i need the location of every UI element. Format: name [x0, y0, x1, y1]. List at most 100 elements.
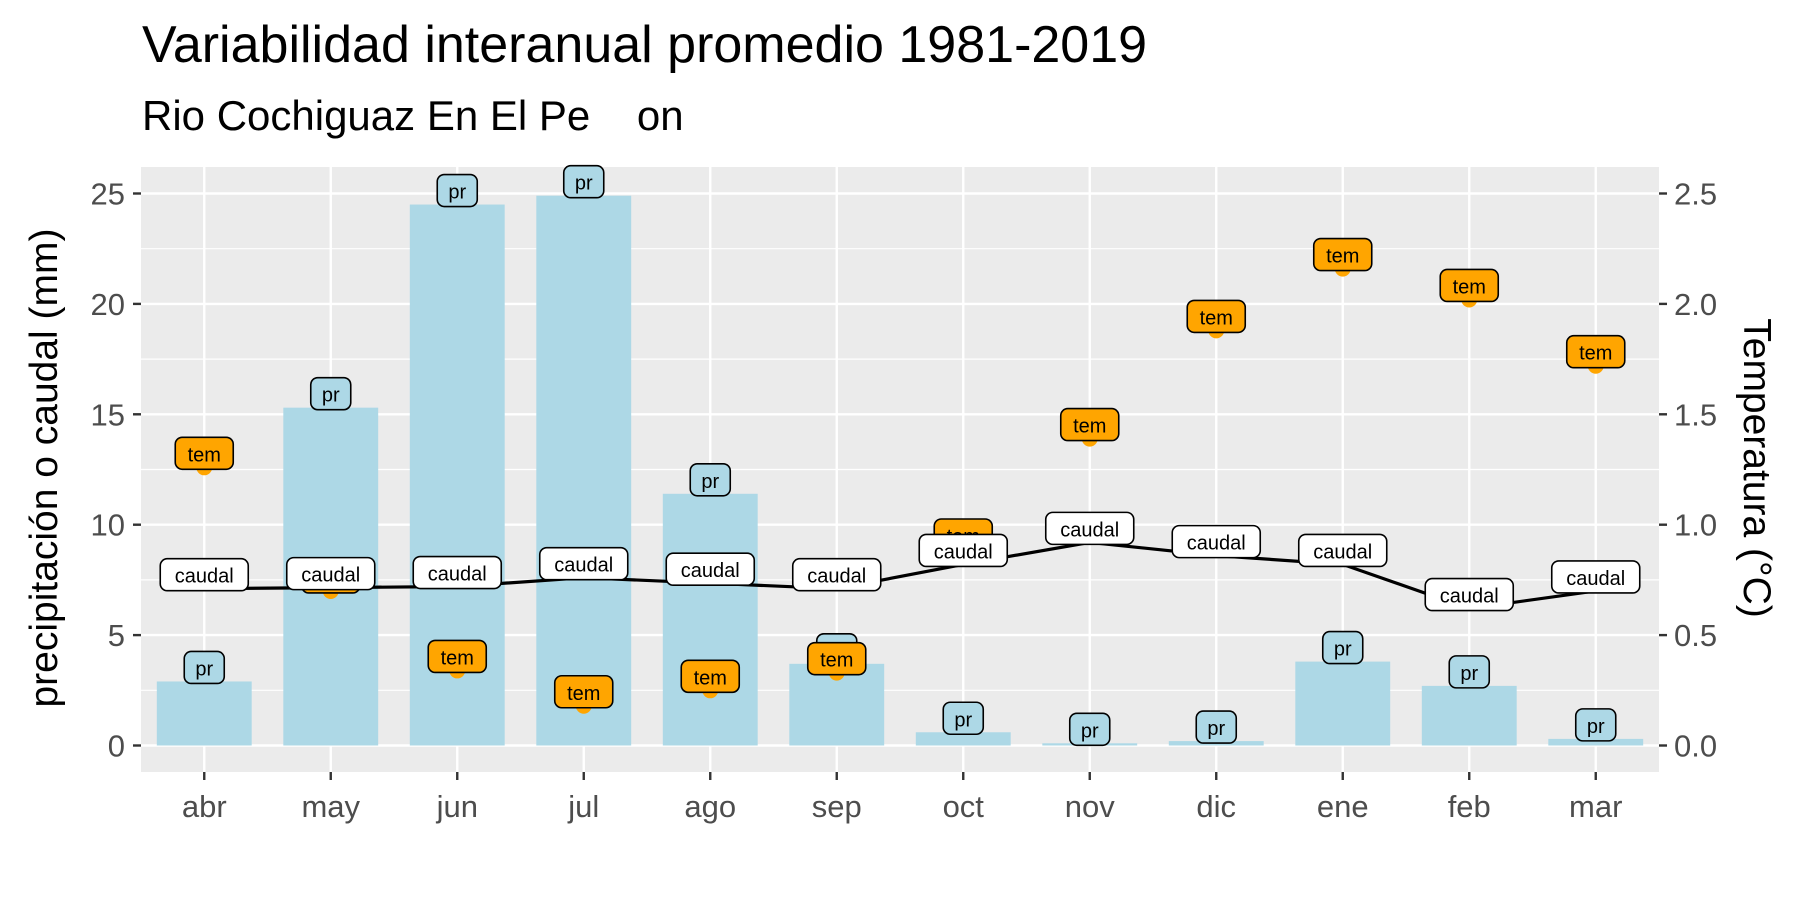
- caudal-label-sep-text: caudal: [807, 566, 866, 588]
- caudal-label-nov-text: caudal: [1060, 519, 1119, 541]
- caudal-label-abr-box: [159, 557, 250, 592]
- point-labels: prprprprprprprprprprprprtemtemtemtemtemt…: [159, 164, 1641, 747]
- y-tick-label: 20: [91, 287, 125, 322]
- pr-label-nov-box: [1068, 712, 1111, 747]
- tem-label-sep-box: [806, 641, 867, 676]
- bar-mar: [1548, 738, 1644, 746]
- pr-label-jun-text: pr: [448, 182, 466, 204]
- pr-label-mar-box: [1574, 708, 1617, 742]
- tem-label-dic: tem: [1186, 299, 1247, 334]
- x-tick-label-abr: abr: [182, 789, 227, 824]
- x-tick-label-mar: mar: [1569, 789, 1622, 824]
- tem-label-ago-text: tem: [694, 667, 727, 689]
- caudal-label-abr: caudal: [159, 557, 250, 592]
- y2-tick-label: 2.0: [1674, 287, 1717, 322]
- pr-label-oct: pr: [942, 701, 985, 736]
- axes: 0 5 10 15 20 25 0.0 0.5 1.0 1.5 2.0 2.5 abr may jun jul…: [91, 176, 1718, 824]
- caudal-label-jun: caudal: [412, 555, 503, 590]
- x-tick-label-ene: ene: [1317, 789, 1369, 824]
- pr-label-oct-box: [942, 701, 985, 736]
- y2-tick-label: 1.0: [1674, 508, 1717, 543]
- bar-abr: [156, 681, 252, 746]
- y2-tick-label: 2.5: [1674, 176, 1717, 211]
- tem-label-ene-box: [1312, 237, 1373, 272]
- x-tick-label-nov: nov: [1065, 789, 1115, 824]
- tem-label-jul: tem: [553, 674, 614, 709]
- pr-label-ago-text: pr: [701, 471, 719, 493]
- caudal-label-ene-text: caudal: [1313, 541, 1372, 563]
- caudal-label-abr-text: caudal: [175, 566, 234, 588]
- tem-label-nov-box: [1059, 407, 1120, 442]
- caudal-label-mar: caudal: [1550, 560, 1641, 594]
- tem-label-jul-text: tem: [567, 683, 600, 705]
- y2-tick-label: 0.0: [1674, 729, 1717, 764]
- x-tick-label-oct: oct: [943, 789, 985, 824]
- tem-label-abr-text: tem: [188, 444, 221, 466]
- pr-label-ene-text: pr: [1334, 639, 1352, 661]
- caudal-label-sep: caudal: [791, 557, 882, 592]
- caudal-label-jun-text: caudal: [428, 564, 487, 586]
- chart-subtitle: Rio Cochiguaz En El Pe on: [142, 92, 684, 139]
- y2-tick-label: 0.5: [1674, 618, 1717, 653]
- caudal-label-feb-text: caudal: [1440, 586, 1499, 608]
- tem-label-nov: tem: [1059, 407, 1120, 442]
- y2-axis-title: Temperatura (°C): [1735, 318, 1778, 618]
- x-tick-label-sep: sep: [812, 789, 862, 824]
- tem-label-jun: tem: [427, 639, 488, 674]
- caudal-label-ago-text: caudal: [681, 560, 740, 582]
- pr-label-jul-box: [562, 164, 605, 199]
- caudal-label-ago: caudal: [665, 552, 756, 587]
- pr-label-ene-box: [1321, 630, 1364, 665]
- pr-label-abr-box: [183, 650, 226, 685]
- pr-label-dic: pr: [1195, 710, 1238, 744]
- caudal-label-jun-box: [412, 555, 503, 590]
- bar-ene: [1295, 661, 1391, 746]
- tem-label-mar: tem: [1565, 334, 1626, 369]
- pr-label-jul-text: pr: [575, 173, 593, 195]
- pr-label-may-box: [309, 376, 352, 411]
- tem-label-dic-text: tem: [1200, 307, 1233, 329]
- x-tick-label-may: may: [301, 789, 360, 824]
- caudal-label-ago-box: [665, 552, 756, 587]
- bar-feb: [1421, 685, 1517, 746]
- tem-label-jun-text: tem: [441, 647, 474, 669]
- tem-label-abr: tem: [174, 436, 235, 471]
- tem-label-feb-text: tem: [1453, 276, 1486, 298]
- pr-label-jun-box: [436, 173, 479, 208]
- caudal-label-jul-box: [538, 546, 629, 581]
- y-tick-label: 25: [91, 176, 125, 211]
- tem-label-mar-text: tem: [1579, 343, 1612, 365]
- tem-label-ago-box: [680, 659, 741, 694]
- caudal-label-may-text: caudal: [301, 565, 360, 587]
- pr-label-ago: pr: [689, 462, 732, 497]
- bar-jul: [536, 195, 632, 746]
- y-axis-title: precipitación o caudal (mm): [23, 228, 66, 707]
- chart-title: Variabilidad interanual promedio 1981-20…: [142, 16, 1147, 74]
- pr-label-nov-text: pr: [1081, 720, 1099, 742]
- tem-label-jun-box: [427, 639, 488, 674]
- x-tick-label-jul: jul: [567, 789, 599, 824]
- pr-label-feb-text: pr: [1460, 663, 1478, 685]
- caudal-label-may-box: [285, 556, 376, 591]
- pr-label-jun: pr: [436, 173, 479, 208]
- caudal-label-jul: caudal: [538, 546, 629, 581]
- pr-label-oct-text: pr: [954, 709, 972, 731]
- tem-label-dic-box: [1186, 299, 1247, 334]
- tem-label-jul-box: [553, 674, 614, 709]
- caudal-label-oct-box: [918, 533, 1009, 568]
- caudal-label-ene-box: [1297, 533, 1388, 568]
- tem-label-ago: tem: [680, 659, 741, 694]
- pr-label-abr: pr: [183, 650, 226, 685]
- pr-label-mar: pr: [1574, 708, 1617, 742]
- y-tick-label: 15: [91, 397, 125, 432]
- y-tick-label: 0: [108, 729, 125, 764]
- caudal-label-oct-text: caudal: [934, 541, 993, 563]
- tem-label-feb: tem: [1439, 268, 1500, 303]
- pr-label-may: pr: [309, 376, 352, 411]
- tem-label-nov-text: tem: [1073, 416, 1106, 438]
- pr-label-nov: pr: [1068, 712, 1111, 747]
- caudal-label-dic: caudal: [1171, 524, 1262, 559]
- pr-label-feb-box: [1448, 655, 1491, 689]
- pr-label-feb: pr: [1448, 655, 1491, 689]
- pr-label-mar-text: pr: [1587, 716, 1605, 738]
